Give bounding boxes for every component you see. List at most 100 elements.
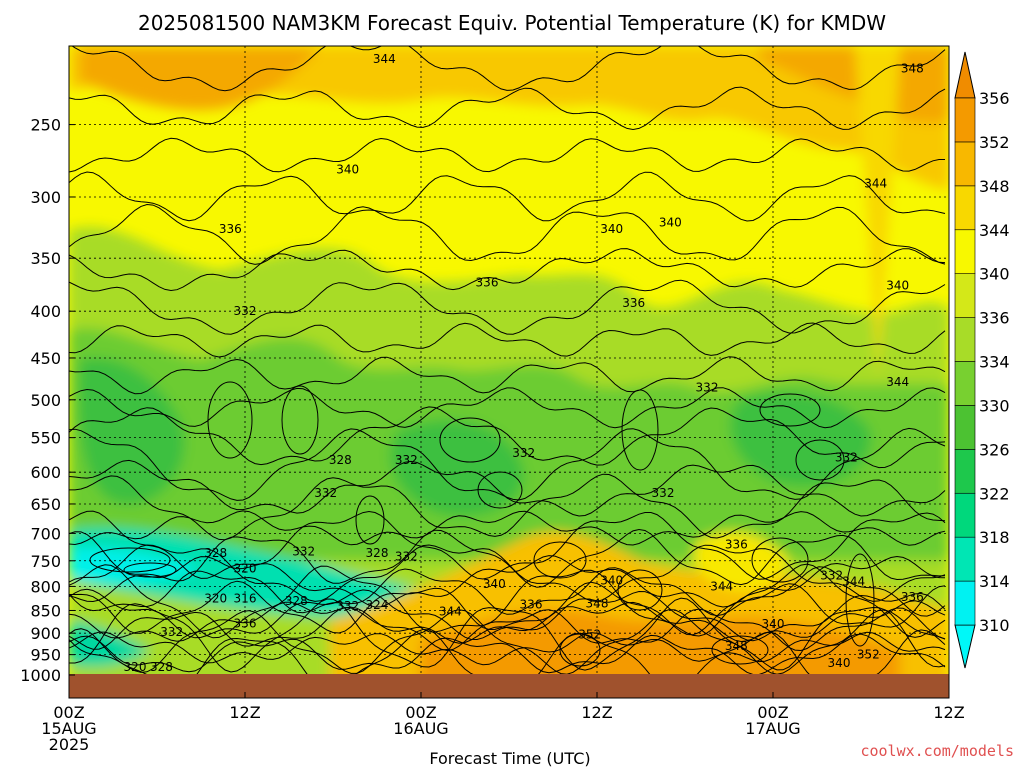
y-tick-label: 550 [30,429,61,448]
contour-line [69,631,946,666]
contour-label: 340 [600,573,623,587]
contour-label: 332 [395,550,418,564]
y-tick-label: 800 [30,577,61,596]
y-tick-label: 1000 [20,666,61,685]
colorbar: 310 314 318 322 326 330 334 336 340 344 348 352 356 [954,51,1010,669]
contour-label: 344 [886,375,909,389]
contour-label: 332 [652,486,675,500]
contour-line [69,510,946,580]
contour-label: 344 [710,579,733,593]
contour-label: 340 [336,163,359,177]
credit-text: coolwx.com/models [860,742,1014,760]
contour-cell [845,553,875,647]
y-tick-label: 650 [30,495,61,514]
colorbar-label: 344 [979,221,1010,240]
contour-label: 344 [439,604,462,618]
x-tick-label: 12Z [229,703,260,722]
contour-cell [559,633,601,667]
contour-lines [69,46,946,694]
y-tick-label: 950 [30,646,61,665]
colorbar-swatch [954,185,976,231]
contour-label: 324 [366,598,389,612]
contour-line [69,279,946,335]
contour-label: 336 [901,590,924,604]
contour-label: 328 [366,546,389,560]
colorbar-swatch [954,449,976,494]
contour-line [69,633,946,675]
contour-label: 340 [762,617,785,631]
colorbar-swatch [954,317,976,362]
contour-cell [621,389,659,471]
contour-label: 336 [725,538,748,552]
contour-label: 332 [314,486,337,500]
contour-cell [751,537,809,583]
contour-label: 336 [520,597,543,611]
colorbar-label: 314 [979,572,1010,591]
y-tick-label: 250 [30,116,61,135]
x-tick-label: 00Z [53,703,84,722]
contour-line [69,544,946,602]
colorbar-swatch [954,361,976,406]
contour-line [69,459,946,517]
contour-label: 340 [886,279,909,293]
colorbar-label: 330 [979,396,1010,415]
contour-line [69,406,946,469]
contour-label: 332 [336,599,359,613]
y-tick-label: 900 [30,624,61,643]
field-green-patch-2 [390,420,524,517]
colorbar-label: 336 [979,309,1010,328]
contour-cell [207,381,253,459]
x-tick-label: 2025 [49,735,90,754]
colorbar-swatch [954,492,976,538]
contour-label: 340 [659,216,682,230]
contour-line [69,203,946,265]
contour-line [69,510,946,546]
contour-label: 328 [150,660,173,674]
contour-label: 332 [512,446,535,460]
contour-label: 352 [578,627,601,641]
contour-line [69,86,946,131]
contour-label: 344 [842,574,865,588]
contour-cell [533,541,587,579]
contour-line [69,356,946,395]
x-tick-label: 12Z [581,703,612,722]
colorbar-swatch [954,405,976,450]
contour-label: 316 [234,592,257,606]
contour-label: 332 [395,453,418,467]
contour-cell [281,385,319,455]
x-tick-label: 16AUG [393,719,448,738]
y-tick-label: 700 [30,524,61,543]
field-low-yellow-channel [693,531,790,591]
colorbar-swatch [954,580,976,626]
y-axis: 250 300 350 400 450 500 550 600 650 700 750 800 850 9… [20,116,75,685]
contour-label: 332 [696,381,719,395]
colorbar-bottom-arrow [954,624,976,669]
contour-cell [89,547,171,573]
colorbar-swatch [954,97,976,143]
colorbar-label: 334 [979,353,1010,372]
contour-line [69,597,946,673]
contour-label: 340 [600,222,623,236]
contour-label: 328 [285,594,308,608]
contour-line [69,473,946,541]
contour-cell [439,417,501,463]
colorbar-label: 348 [979,177,1010,196]
contour-label: 336 [622,296,645,310]
colorbar-label: 356 [979,89,1010,108]
field-green-patch-3 [730,391,872,487]
y-tick-label: 450 [30,349,61,368]
contour-line [69,566,946,617]
field-upper-orange [69,46,949,190]
contour-line [69,607,946,652]
colorbar-swatch [954,141,976,187]
contour-label: 340 [483,577,506,591]
contour-cell [617,569,663,611]
ground-surface [69,674,949,698]
colorbar-swatch [954,229,976,274]
colorbar-label: 340 [979,265,1010,284]
contour-label: 332 [292,545,315,559]
contour-cell [795,439,845,481]
contour-line [69,387,946,429]
contour-label: 320 [124,660,147,674]
